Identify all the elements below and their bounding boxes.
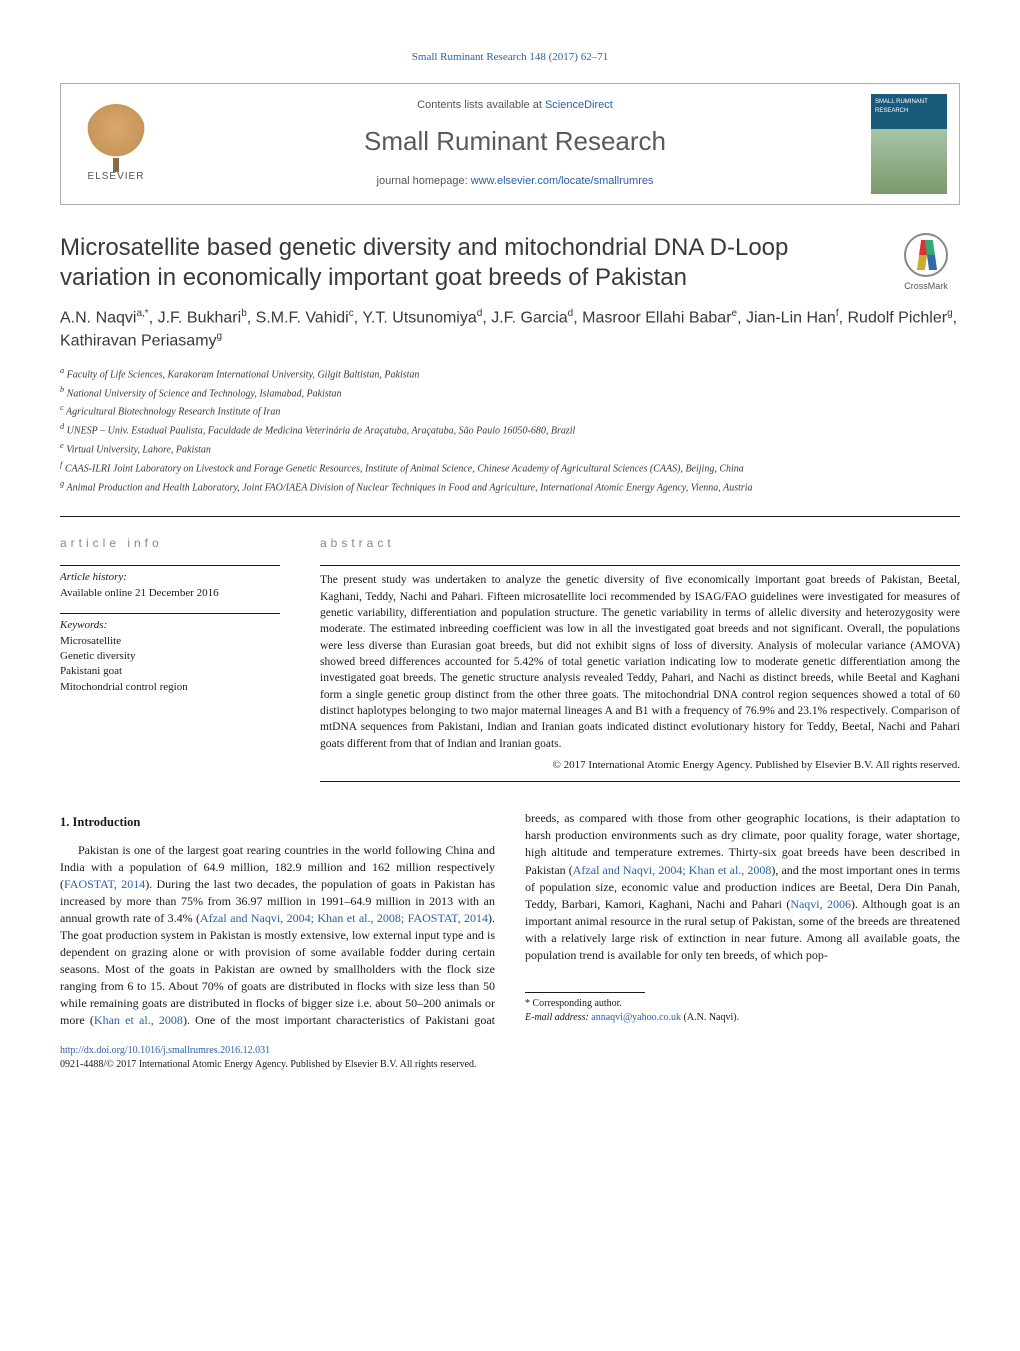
journal-header-center: Contents lists available at ScienceDirec… (171, 84, 859, 204)
abstract-copyright: © 2017 International Atomic Energy Agenc… (320, 758, 960, 782)
affiliation-item: c Agricultural Biotechnology Research In… (60, 402, 960, 420)
journal-name: Small Ruminant Research (181, 123, 849, 159)
page-footer: http://dx.doi.org/10.1016/j.smallrumres.… (60, 1044, 960, 1072)
citation-link[interactable]: FAOSTAT, 2014 (64, 877, 145, 891)
section-1-heading: 1. Introduction (60, 814, 495, 832)
journal-cover-thumbnail: SMALL RUMINANT RESEARCH (871, 94, 947, 194)
keywords-list: MicrosatelliteGenetic diversityPakistani… (60, 634, 280, 696)
affiliation-item: f CAAS-ILRI Joint Laboratory on Livestoc… (60, 459, 960, 477)
keyword-item: Microsatellite (60, 634, 280, 649)
affiliation-item: a Faculty of Life Sciences, Karakoram In… (60, 365, 960, 383)
article-info-column: article info Article history: Available … (60, 535, 280, 783)
journal-homepage-line: journal homepage: www.elsevier.com/locat… (181, 174, 849, 189)
keyword-item: Genetic diversity (60, 649, 280, 664)
article-history-head: Article history: (60, 565, 280, 585)
crossmark-icon (904, 233, 948, 277)
citation-link[interactable]: Afzal and Naqvi, 2004; Khan et al., 2008… (200, 911, 488, 925)
corresponding-email-link[interactable]: annaqvi@yahoo.co.uk (591, 1012, 681, 1023)
citation-link[interactable]: Naqvi, 2006 (790, 897, 851, 911)
citation-link[interactable]: Khan et al., 2008 (94, 1013, 183, 1027)
email-label: E-mail address: (525, 1012, 591, 1023)
keyword-item: Pakistani goat (60, 664, 280, 679)
affiliation-item: g Animal Production and Health Laborator… (60, 478, 960, 496)
journal-cover-cell: SMALL RUMINANT RESEARCH (859, 84, 959, 204)
sciencedirect-link[interactable]: ScienceDirect (545, 99, 613, 111)
keyword-item: Mitochondrial control region (60, 680, 280, 695)
publisher-logo-cell: ELSEVIER (61, 84, 171, 204)
author-list: A.N. Naqvia,*, J.F. Bukharib, S.M.F. Vah… (60, 307, 960, 352)
article-history-line: Available online 21 December 2016 (60, 586, 280, 601)
journal-reference: Small Ruminant Research 148 (2017) 62–71 (60, 50, 960, 65)
abstract-text: The present study was undertaken to anal… (320, 565, 960, 752)
abstract-column: abstract The present study was undertake… (320, 535, 960, 783)
affiliation-item: d UNESP – Univ. Estadual Paulista, Facul… (60, 421, 960, 439)
affiliation-item: e Virtual University, Lahore, Pakistan (60, 440, 960, 458)
contents-prefix: Contents lists available at (417, 99, 545, 111)
affiliations-list: a Faculty of Life Sciences, Karakoram In… (60, 365, 960, 496)
journal-homepage-link[interactable]: www.elsevier.com/locate/smallrumres (471, 175, 654, 187)
article-info-heading: article info (60, 535, 280, 552)
body-two-column: 1. Introduction Pakistan is one of the l… (60, 810, 960, 1029)
elsevier-tree-icon (86, 104, 146, 164)
corresponding-author-note: * Corresponding author. (525, 997, 960, 1011)
affiliation-item: b National University of Science and Tec… (60, 384, 960, 402)
homepage-prefix: journal homepage: (377, 175, 471, 187)
intro-text-c: ). The goat production system in Pakista… (60, 911, 495, 1027)
abstract-heading: abstract (320, 535, 960, 552)
doi-link[interactable]: http://dx.doi.org/10.1016/j.smallrumres.… (60, 1045, 270, 1056)
email-tail: (A.N. Naqvi). (681, 1012, 739, 1023)
citation-link[interactable]: Afzal and Naqvi, 2004; Khan et al., 2008 (573, 863, 772, 877)
crossmark-label: CrossMark (904, 280, 948, 293)
journal-cover-text: SMALL RUMINANT RESEARCH (875, 99, 928, 113)
email-line: E-mail address: annaqvi@yahoo.co.uk (A.N… (525, 1011, 960, 1025)
contents-available-line: Contents lists available at ScienceDirec… (181, 98, 849, 113)
footnotes-block: * Corresponding author. E-mail address: … (525, 992, 960, 1025)
elsevier-logo: ELSEVIER (76, 99, 156, 189)
crossmark-badge[interactable]: CrossMark (892, 233, 960, 293)
issn-copyright-line: 0921-4488/© 2017 International Atomic En… (60, 1058, 960, 1072)
keywords-head: Keywords: (60, 613, 280, 633)
footnote-rule (525, 992, 645, 993)
article-title: Microsatellite based genetic diversity a… (60, 233, 872, 293)
elsevier-wordmark: ELSEVIER (88, 170, 145, 184)
journal-header: ELSEVIER Contents lists available at Sci… (60, 83, 960, 205)
